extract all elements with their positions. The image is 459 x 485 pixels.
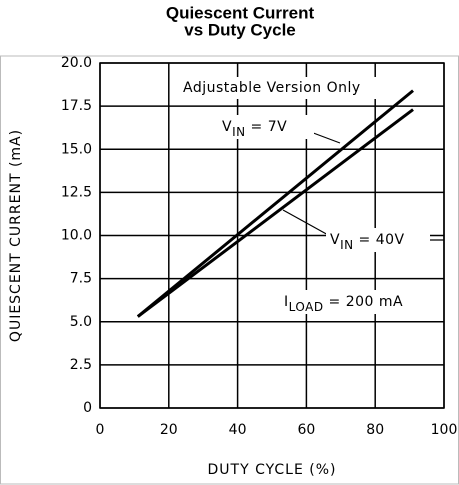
chart-title: vs Duty Cycle (184, 20, 296, 39)
subscript: LOAD (289, 300, 324, 314)
data-line (136, 108, 414, 318)
annotation-bg (218, 115, 314, 139)
x-tick-label: 20 (160, 422, 178, 438)
leader-line (282, 209, 331, 237)
x-tick-label: 80 (366, 422, 384, 438)
annotation-part: V (330, 232, 340, 248)
annotation-part: Adjustable Version Only (183, 80, 361, 96)
y-tick-label: 5.0 (70, 314, 92, 330)
y-tick-label: 2.5 (70, 357, 92, 373)
annotation-part: = 40V (354, 232, 405, 248)
plot-frame (99, 62, 445, 409)
x-tick-label: 60 (297, 422, 315, 438)
y-tick-label: 7.5 (70, 271, 92, 287)
subscript: IN (232, 125, 246, 139)
annotation-bg (326, 228, 430, 252)
y-tick-label: 17.5 (61, 98, 92, 114)
data-line (136, 89, 414, 318)
subscript: IN (340, 238, 354, 252)
y-tick-label: 20.0 (61, 55, 92, 71)
annotation: VIN = 40V (330, 232, 405, 252)
x-axis-label: DUTY CYCLE (%) (208, 462, 337, 478)
annotation: Adjustable Version Only (183, 80, 361, 96)
annotation-part: = 200 mA (324, 294, 404, 310)
y-tick-label: 12.5 (61, 184, 92, 200)
x-tick-label: 0 (96, 422, 105, 438)
annotation-part: = 7V (246, 119, 288, 135)
annotation: ILOAD = 200 mA (284, 294, 403, 314)
x-tick-label: 100 (431, 422, 458, 438)
y-axis-label: QUIESCENT CURRENT (mA) (8, 129, 24, 342)
annotation-part: V (222, 119, 232, 135)
y-tick-label: 0 (83, 400, 92, 416)
annotation-bg (280, 290, 430, 314)
chart-title: Quiescent Current (166, 3, 315, 22)
annotation-bg (179, 77, 394, 99)
annotation-part: I (284, 294, 289, 310)
y-tick-label: 15.0 (61, 141, 92, 157)
x-tick-label: 40 (229, 422, 247, 438)
annotation: VIN = 7V (222, 119, 287, 139)
y-tick-label: 10.0 (61, 228, 92, 244)
